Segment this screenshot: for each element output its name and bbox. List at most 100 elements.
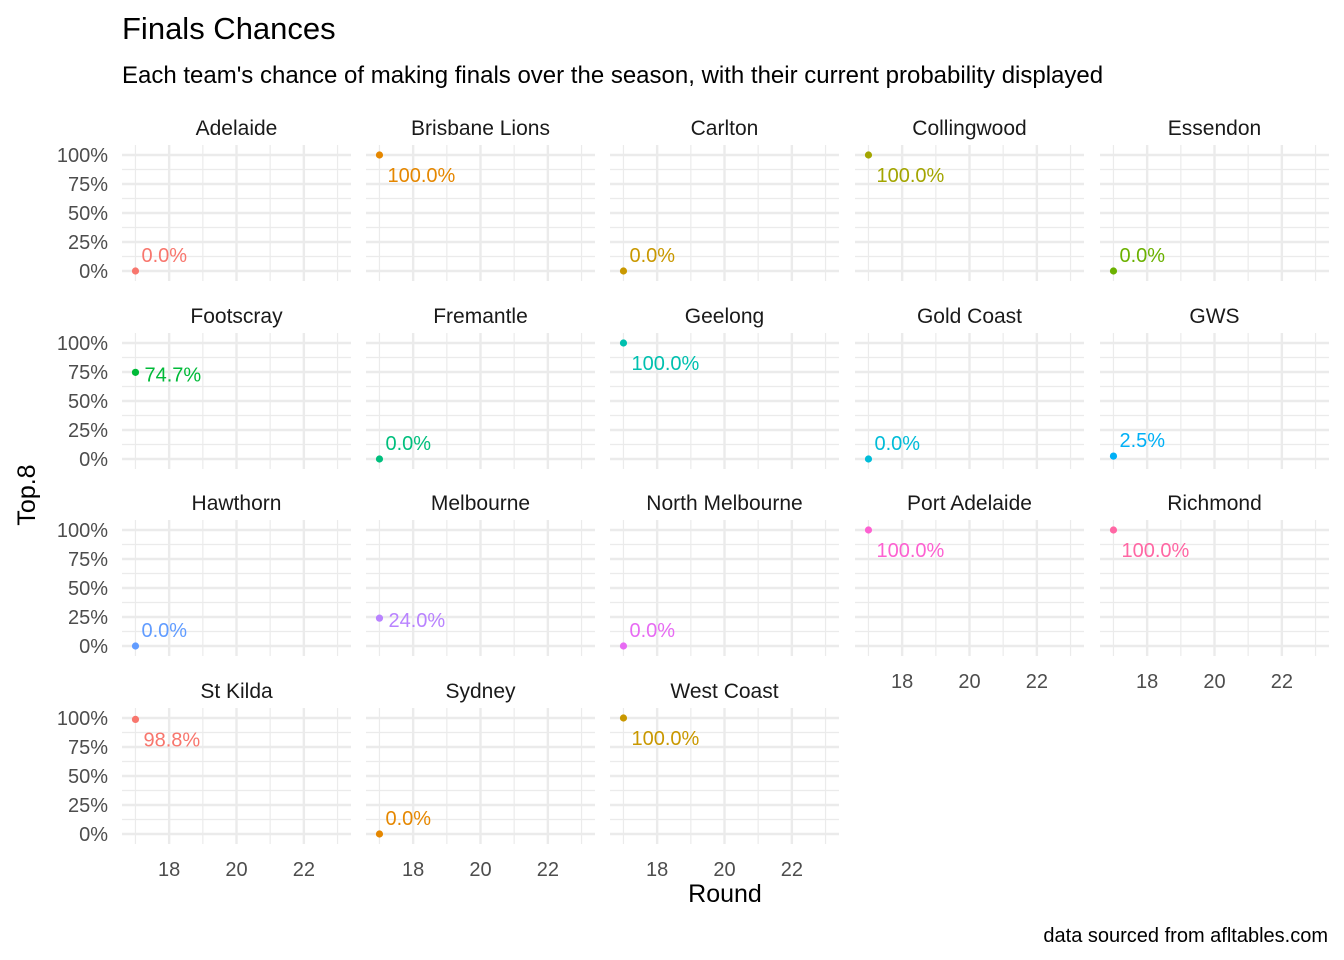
value-label-port-adelaide: 100.0%	[876, 540, 944, 562]
facet-panel-geelong: Geelong 100.0%	[610, 305, 839, 469]
data-point-essendon	[1109, 267, 1118, 275]
facet-strip-label: Carlton	[691, 117, 759, 140]
facet-strip-label: St Kilda	[200, 680, 273, 703]
value-label-footscray: 74.7%	[144, 364, 201, 386]
x-tick-label: 22	[1026, 671, 1048, 693]
facet-strip-label: Sydney	[445, 680, 516, 703]
x-tick-label: 18	[646, 859, 668, 881]
value-label-st-kilda: 98.8%	[143, 729, 200, 751]
chart-caption: data sourced from afltables.com	[1043, 925, 1328, 947]
facet-panel-richmond: Richmond 18 20 22 100.0%	[1100, 492, 1329, 693]
y-tick-label: 50%	[68, 203, 108, 225]
facet-panel-essendon: Essendon 0.0%	[1100, 117, 1329, 281]
facet-strip-label: Collingwood	[912, 117, 1026, 140]
x-tick-label: 22	[1271, 671, 1293, 693]
y-tick-label: 50%	[68, 578, 108, 600]
facet-strip-label: Essendon	[1168, 117, 1261, 140]
facet-panel-adelaide: Adelaide 0% 25% 50% 75% 100% 0.0%	[57, 117, 351, 283]
y-tick-label: 100%	[57, 333, 108, 355]
data-point-hawthorn	[131, 642, 140, 650]
facet-panel-hawthorn: Hawthorn 0% 25% 50% 75% 100% 0.0%	[57, 492, 351, 658]
x-axis-label: Round	[688, 880, 762, 908]
data-point-west-coast	[619, 714, 628, 722]
facet-strip-label: Adelaide	[196, 117, 278, 140]
value-label-hawthorn: 0.0%	[141, 620, 187, 642]
facet-panel-port-adelaide: Port Adelaide 18 20 22 100.0%	[855, 492, 1084, 693]
value-label-carlton: 0.0%	[629, 245, 675, 267]
x-tick-label: 22	[293, 859, 315, 881]
data-point-melbourne	[375, 614, 384, 622]
chart-title: Finals Chances	[122, 11, 336, 46]
y-tick-label: 50%	[68, 391, 108, 413]
x-tick-label: 20	[225, 859, 247, 881]
facet-grid: Adelaide 0% 25% 50% 75% 100% 0.0% Brisbane Lion…	[57, 117, 1329, 881]
facet-panel-collingwood: Collingwood 100.0%	[855, 117, 1084, 281]
y-tick-label: 75%	[68, 362, 108, 384]
x-tick-label: 18	[402, 859, 424, 881]
y-tick-label: 0%	[79, 636, 108, 658]
facet-strip-label: Melbourne	[431, 492, 530, 515]
facet-panel-north-melbourne: North Melbourne 0.0%	[610, 492, 839, 656]
y-tick-label: 100%	[57, 520, 108, 542]
y-tick-label: 50%	[68, 766, 108, 788]
value-label-north-melbourne: 0.0%	[629, 620, 675, 642]
value-label-collingwood: 100.0%	[876, 165, 944, 187]
data-point-fremantle	[375, 455, 384, 463]
data-point-brisbane-lions	[375, 151, 384, 159]
facet-panel-fremantle: Fremantle 0.0%	[366, 305, 595, 469]
facet-panel-brisbane-lions: Brisbane Lions 100.0%	[366, 117, 595, 281]
x-tick-label: 22	[781, 859, 803, 881]
y-tick-label: 0%	[79, 824, 108, 846]
data-point-north-melbourne	[619, 642, 628, 650]
y-axis-label: Top.8	[13, 464, 41, 525]
y-tick-label: 0%	[79, 261, 108, 283]
x-tick-label: 18	[1136, 671, 1158, 693]
value-label-fremantle: 0.0%	[385, 433, 431, 455]
facet-panel-gold-coast: Gold Coast 0.0%	[855, 305, 1084, 469]
x-tick-label: 22	[537, 859, 559, 881]
y-tick-label: 25%	[68, 420, 108, 442]
x-tick-label: 20	[958, 671, 980, 693]
facet-panel-carlton: Carlton 0.0%	[610, 117, 839, 281]
data-point-collingwood	[864, 151, 873, 159]
facet-strip-label: Fremantle	[433, 305, 528, 328]
data-point-sydney	[375, 830, 384, 838]
facet-strip-label: Gold Coast	[917, 305, 1022, 328]
data-point-carlton	[619, 267, 628, 275]
x-tick-label: 20	[1203, 671, 1225, 693]
facet-strip-label: Footscray	[190, 305, 283, 328]
data-point-gold-coast	[864, 455, 873, 463]
data-point-st-kilda	[131, 715, 140, 723]
chart-subtitle: Each team's chance of making finals over…	[122, 62, 1103, 89]
facet-strip-label: GWS	[1189, 305, 1239, 328]
value-label-richmond: 100.0%	[1121, 540, 1189, 562]
y-tick-label: 25%	[68, 795, 108, 817]
facet-panel-sydney: Sydney 18 20 22 0.0%	[366, 680, 595, 881]
y-tick-label: 75%	[68, 737, 108, 759]
data-point-geelong	[619, 339, 628, 347]
value-label-brisbane-lions: 100.0%	[387, 165, 455, 187]
facet-panel-st-kilda: St Kilda 0% 25% 50% 75% 100% 18 20 22 98.8%	[57, 680, 351, 881]
value-label-essendon: 0.0%	[1119, 245, 1165, 267]
data-point-port-adelaide	[864, 526, 873, 534]
value-label-geelong: 100.0%	[631, 353, 699, 375]
data-point-gws	[1109, 452, 1118, 460]
value-label-adelaide: 0.0%	[141, 245, 187, 267]
value-label-melbourne: 24.0%	[388, 610, 445, 632]
y-tick-label: 0%	[79, 449, 108, 471]
facet-strip-label: Brisbane Lions	[411, 117, 550, 140]
facet-panel-footscray: Footscray 0% 25% 50% 75% 100% 74.7%	[57, 305, 351, 471]
y-tick-label: 75%	[68, 549, 108, 571]
facet-strip-label: Geelong	[685, 305, 764, 328]
y-tick-label: 75%	[68, 174, 108, 196]
data-point-adelaide	[131, 267, 140, 275]
data-point-richmond	[1109, 526, 1118, 534]
value-label-gws: 2.5%	[1119, 430, 1165, 452]
y-tick-label: 100%	[57, 145, 108, 167]
facet-strip-label: West Coast	[670, 680, 778, 703]
x-tick-label: 20	[469, 859, 491, 881]
facet-panel-gws: GWS 2.5%	[1100, 305, 1329, 469]
x-tick-label: 18	[891, 671, 913, 693]
facet-strip-label: Port Adelaide	[907, 492, 1032, 515]
